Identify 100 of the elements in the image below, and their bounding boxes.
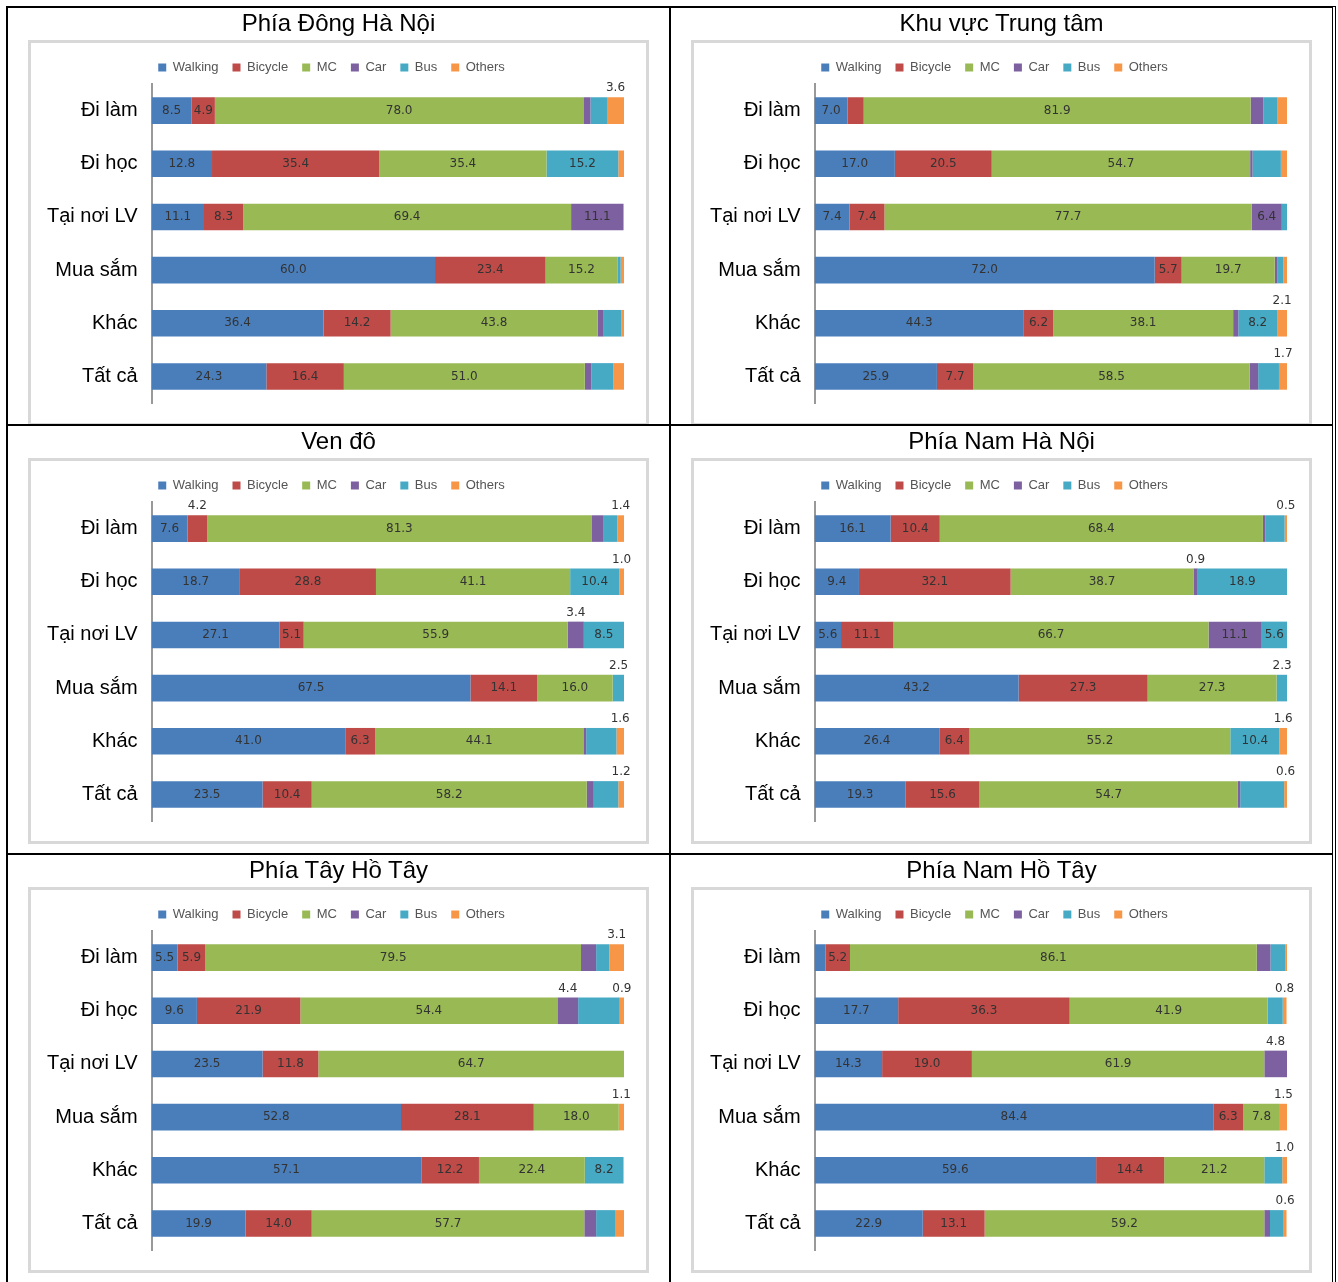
data-label: 7.0 [821,102,841,117]
data-label: 6.4 [1257,209,1277,224]
data-label: 86.1 [1040,949,1067,964]
data-label: 1.5 [1273,1086,1293,1101]
legend-label: Walking [835,59,882,75]
legend-label: MC [316,59,337,75]
data-label: 1.0 [612,551,632,566]
legend-label: Bus [414,59,438,75]
y-tick-label: Đi học [80,569,138,592]
data-label: 0.9 [612,980,632,995]
data-label: 15.6 [929,786,956,801]
data-label: 0.6 [1276,764,1296,779]
data-label: 78.0 [385,102,413,117]
legend-label: Walking [835,906,882,922]
data-label: 54.7 [1095,786,1123,801]
data-label: 7.6 [159,520,180,535]
legend-label: Bicycle [247,477,289,493]
data-label: 6.3 [350,733,370,748]
data-label: 7.8 [1251,1109,1272,1124]
data-label: 18.7 [182,573,210,588]
data-label: 21.9 [235,1002,262,1017]
data-label: 7.7 [945,368,965,383]
data-label: 68.4 [1087,520,1115,535]
data-label: 28.1 [454,1109,481,1124]
y-tick-label: Tất cả [744,1210,802,1233]
y-tick-label: Đi học [80,998,138,1021]
data-label: 52.8 [262,1109,290,1124]
data-label: 1.6 [610,711,630,726]
legend-label: Walking [172,477,219,493]
y-tick-label: Tất cả [81,1210,139,1233]
data-label: 6.3 [1218,1109,1238,1124]
data-label: 58.2 [435,786,463,801]
data-label: 27.3 [1198,680,1226,695]
y-tick-label: Đi làm [80,516,138,539]
y-tick-label: Mua sắm [718,257,801,280]
data-label: 0.9 [1186,551,1206,566]
data-label: 1.4 [611,498,631,513]
data-label: 5.1 [282,627,302,642]
data-label: 3.1 [607,927,627,942]
legend-label: Walking [172,59,219,75]
data-label: 11.8 [277,1056,304,1071]
legend-label: Bicycle [910,59,952,75]
data-label: 10.4 [273,786,301,801]
y-tick-label: Tại nơi LV [709,1051,802,1074]
data-label: 25.9 [862,368,890,383]
data-label: 54.4 [415,1002,443,1017]
data-label: 11.1 [164,209,192,224]
legend-label: Car [365,477,388,493]
data-label: 7.4 [822,209,842,224]
chart-title: Phía Nam Hà Nội [907,426,1096,456]
legend-label: Car [1028,906,1051,922]
data-label: 35.4 [449,155,477,170]
data-label: 4.8 [1266,1033,1286,1048]
data-label: 41.1 [459,573,487,588]
data-label: 11.1 [853,627,881,642]
legend-label: Walking [835,477,882,493]
data-label: 11.1 [583,209,611,224]
data-label: 1.2 [611,764,631,779]
data-label: 67.5 [297,680,325,695]
data-label: 5.5 [155,949,175,964]
data-label: 24.3 [195,368,223,383]
legend-label: MC [979,477,1000,493]
legend-label: Car [365,906,388,922]
data-label: 19.3 [846,786,874,801]
data-label: 10.4 [1241,733,1269,748]
y-tick-label: Đi học [743,569,801,592]
data-label: 36.4 [224,315,251,330]
data-label: 54.7 [1107,155,1135,170]
data-label: 60.0 [279,262,307,277]
legend-label: Walking [172,906,219,922]
data-label: 28.8 [294,573,322,588]
data-label: 9.4 [827,573,847,588]
legend-label: Car [1028,477,1051,493]
data-label: 21.2 [1200,1162,1228,1177]
legend-label: Bus [414,477,438,493]
data-label: 51.0 [450,368,478,383]
y-tick-label: Tại nơi LV [46,204,139,227]
data-label: 22.9 [855,1215,883,1230]
y-tick-label: Đi học [743,998,801,1021]
y-tick-label: Đi học [80,151,138,174]
data-label: 61.9 [1104,1056,1132,1071]
data-label: 35.4 [282,155,310,170]
data-label: 57.1 [273,1162,300,1177]
data-label: 8.5 [594,627,614,642]
data-label: 2.5 [609,657,629,672]
legend-label: Bicycle [247,906,289,922]
data-label: 55.9 [422,627,450,642]
data-label: 19.0 [913,1056,941,1071]
legend-label: Others [465,59,506,75]
data-label: 17.0 [841,155,869,170]
data-label: 72.0 [971,262,998,277]
data-label: 43.8 [480,315,508,330]
legend-label: MC [316,906,337,922]
y-tick-label: Mua sắm [718,1104,801,1127]
data-label: 0.6 [1275,1193,1295,1208]
data-label: 44.3 [905,315,933,330]
y-tick-label: Tại nơi LV [46,622,139,645]
legend-label: MC [979,906,1000,922]
data-label: 1.7 [1273,346,1293,361]
data-label: 23.4 [476,262,504,277]
